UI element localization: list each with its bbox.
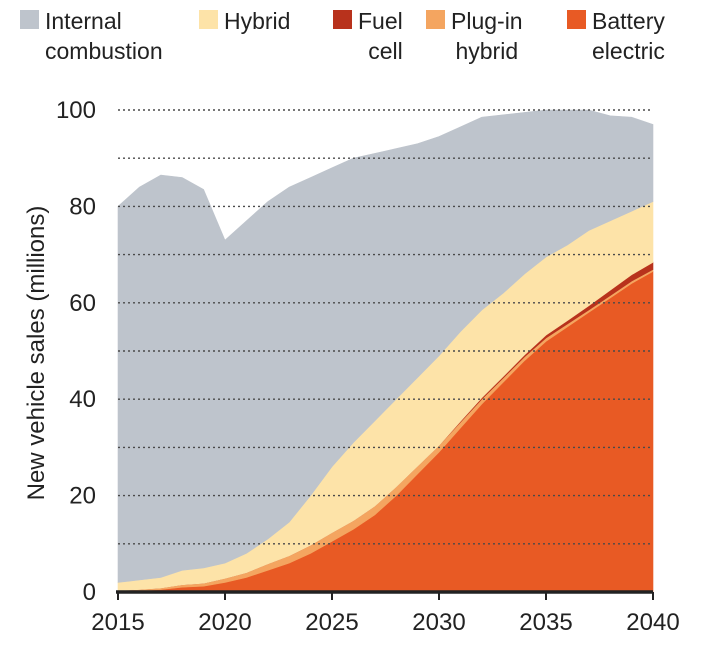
legend-label-battery-electric: Battery electric (592, 6, 665, 66)
y-tick-label: 40 (69, 386, 96, 413)
x-tick-label: 2040 (626, 609, 679, 636)
area-internal-combustion (117, 109, 654, 583)
legend-text-line: electric (592, 38, 665, 64)
x-tick-label: 2015 (91, 609, 144, 636)
legend-battery-electric: Battery electric (567, 6, 665, 66)
legend-swatch-battery-electric (567, 10, 586, 29)
legend-label-plug-in-hybrid: Plug-in hybrid (451, 6, 523, 66)
x-tick-label: 2035 (519, 609, 572, 636)
legend-text-line: Internal (45, 8, 122, 34)
legend-swatch-hybrid (199, 10, 218, 29)
legend-text-line: Hybrid (224, 8, 291, 34)
legend-swatch-fuel-cell (333, 10, 352, 29)
y-tick-label: 80 (69, 193, 96, 220)
legend-text-line: Battery (592, 8, 665, 34)
y-tick-label: 0 (83, 579, 96, 606)
x-tick-label: 2020 (198, 609, 251, 636)
legend-text-line: Plug-in (451, 8, 523, 34)
legend-text-line: Fuel (358, 8, 403, 34)
y-tick-label: 20 (69, 483, 96, 510)
legend-fuel-cell: Fuel cell (333, 6, 403, 66)
legend-label-fuel-cell: Fuel cell (358, 6, 403, 66)
x-tick-label: 2025 (305, 609, 358, 636)
gridlines (118, 109, 653, 545)
legend-swatch-internal-combustion (20, 10, 39, 29)
legend-plug-in-hybrid: Plug-in hybrid (426, 6, 523, 66)
y-tick-label: 60 (69, 290, 96, 317)
legend-label-internal-combustion: Internal combustion (45, 6, 163, 66)
x-tick-label: 2030 (412, 609, 465, 636)
legend-text-line: combustion (45, 38, 163, 64)
y-tick-label: 100 (56, 97, 96, 124)
legend-hybrid: Hybrid (199, 6, 290, 36)
legend-internal-combustion: Internal combustion (20, 6, 163, 66)
legend-label-hybrid: Hybrid (224, 6, 290, 36)
legend-swatch-plug-in-hybrid (426, 10, 445, 29)
legend-text-line: hybrid (455, 38, 519, 64)
legend-text-line: cell (368, 38, 403, 64)
